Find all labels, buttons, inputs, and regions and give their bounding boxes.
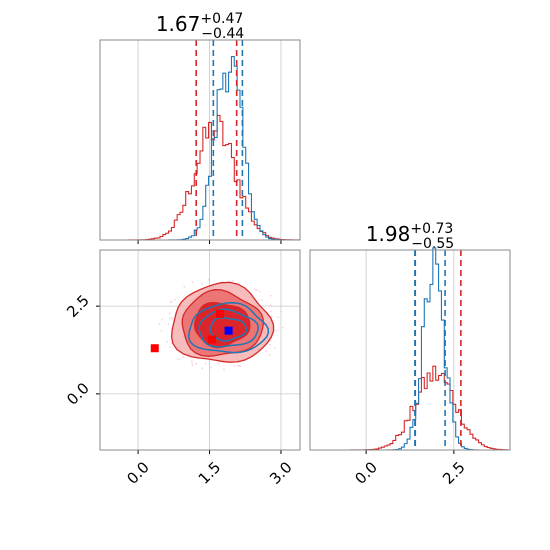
p1-hist-a: [100, 56, 300, 241]
joint-scatter-point: [217, 362, 220, 365]
joint-scatter-point: [269, 343, 272, 346]
joint-scatter-point: [161, 318, 163, 321]
panel-p2-frame: [309, 249, 511, 451]
joint-ytick-label: 0.0: [63, 379, 93, 409]
panel-p1-title-value: 1.67: [156, 12, 201, 36]
panel-joint-ytick-labels: 0.0 2.5: [63, 291, 93, 408]
joint-scatter-point: [182, 356, 184, 359]
panel-p1-series: [100, 56, 301, 241]
joint-scatter-point: [256, 289, 258, 291]
joint-scatter-point: [223, 368, 225, 371]
joint-scatter-point: [275, 329, 278, 332]
joint-marker: [216, 309, 224, 318]
panel-p1-grid: [137, 40, 282, 240]
panel-p1-quantiles: [195, 40, 244, 240]
joint-scatter-point: [169, 346, 172, 349]
joint-scatter-point: [170, 342, 173, 344]
panel-p2-title-plus: +0.73: [410, 221, 453, 237]
joint-scatter-point: [168, 312, 171, 315]
joint-scatter-point: [260, 299, 263, 302]
joint-marker: [224, 326, 233, 335]
panel-p2-quantiles: [414, 250, 462, 450]
joint-xtick-label: 3.0: [266, 458, 296, 488]
joint-scatter-point: [270, 294, 272, 297]
panel-p1-title-minus: −0.44: [201, 26, 244, 42]
panel-p1-frame: [99, 39, 301, 241]
joint-scatter-point: [167, 323, 170, 326]
joint-scatter-point: [191, 281, 194, 284]
panel-p2-histogram: 1.98+0.73 −0.55 0.0 2.5: [309, 221, 511, 488]
panel-p2-ticks: [365, 450, 455, 454]
joint-scatter-point: [231, 279, 234, 282]
joint-scatter-point: [160, 329, 163, 332]
joint-scatter-point: [265, 350, 268, 352]
joint-scatter-point: [258, 290, 261, 293]
joint-scatter-point: [183, 285, 186, 288]
panel-p2-title: 1.98+0.73 −0.55: [366, 221, 454, 252]
joint-contour-a: [187, 301, 270, 354]
joint-scatter-point: [270, 310, 272, 312]
panel-p2-title-minus: −0.55: [411, 236, 454, 252]
joint-scatter-point: [277, 316, 279, 319]
joint-scatter-point: [204, 362, 207, 365]
joint-scatter-point: [170, 317, 173, 319]
panel-joint-xtick-labels: 0.0 1.5 3.0: [123, 458, 295, 488]
joint-scatter-point: [201, 367, 204, 370]
joint-scatter-point: [170, 300, 173, 303]
joint-scatter-point: [281, 326, 284, 329]
joint-contour-a: [198, 308, 259, 348]
p2-xtick-label: 0.0: [351, 458, 381, 488]
panel-joint-frame: [99, 249, 301, 451]
joint-scatter-point: [239, 365, 241, 367]
joint-ytick-label: 2.5: [63, 291, 93, 321]
joint-scatter-point: [169, 317, 172, 320]
panel-joint-contours-a: [187, 301, 270, 354]
joint-scatter-point: [191, 364, 194, 367]
joint-scatter-point: [269, 304, 272, 307]
panel-joint-ticks: [96, 305, 282, 454]
p2-xtick-label: 2.5: [439, 458, 469, 488]
panel-p2-title-value: 1.98: [366, 222, 411, 246]
panel-p1-histogram: 1.67+0.47 −0.44: [99, 11, 301, 244]
joint-scatter-point: [207, 278, 210, 281]
joint-xtick-label: 0.0: [123, 458, 153, 488]
panel-p2-xtick-labels: 0.0 2.5: [351, 458, 468, 488]
joint-scatter-point: [237, 364, 240, 367]
joint-scatter-point: [210, 366, 213, 369]
joint-marker: [207, 335, 216, 344]
joint-scatter-point: [236, 364, 239, 367]
joint-marker: [150, 344, 159, 353]
panel-p2-series: [310, 247, 511, 451]
joint-scatter-point: [158, 322, 161, 325]
joint-scatter-point: [190, 359, 193, 362]
joint-scatter-point: [270, 315, 273, 318]
joint-scatter-point: [191, 361, 193, 364]
joint-scatter-point: [178, 358, 180, 361]
joint-scatter-point: [166, 340, 169, 343]
panel-p1-title-plus: +0.47: [200, 11, 243, 27]
panel-p1-ticks: [137, 240, 282, 244]
panel-p2-grid: [365, 250, 455, 450]
joint-scatter-point: [169, 301, 172, 304]
joint-xtick-label: 1.5: [195, 458, 225, 488]
joint-scatter-point: [173, 298, 176, 301]
joint-scatter-point: [201, 283, 203, 285]
panel-joint: 0.0 1.5 3.0 0.0 2.5: [63, 249, 301, 488]
joint-scatter-point: [268, 354, 271, 356]
joint-scatter-point: [280, 310, 283, 313]
joint-scatter-point: [195, 362, 198, 365]
joint-contour-a: [209, 316, 247, 342]
panel-p1-title: 1.67+0.47 −0.44: [156, 11, 244, 42]
panel-joint-contours-b: [170, 281, 275, 363]
joint-scatter-point: [273, 347, 276, 349]
panel-joint-markers: [150, 309, 233, 353]
joint-scatter-point: [233, 364, 236, 367]
joint-scatter-point: [254, 288, 256, 291]
